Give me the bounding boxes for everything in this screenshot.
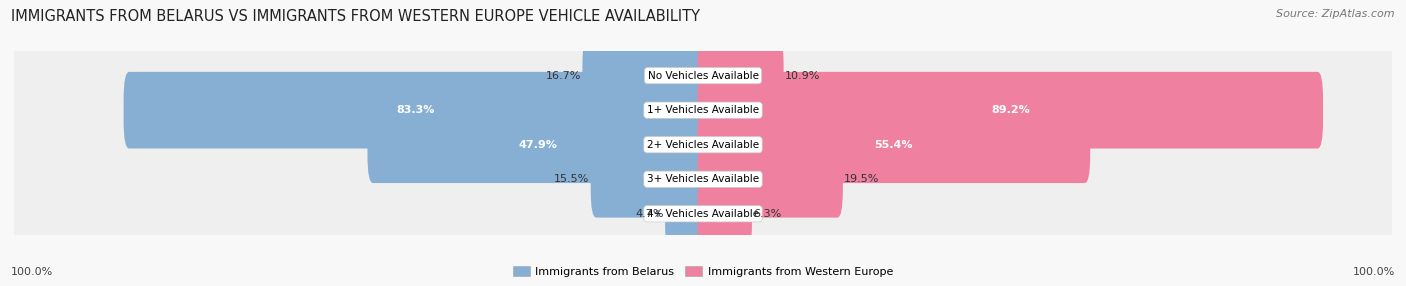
Text: 47.9%: 47.9% [519, 140, 557, 150]
FancyBboxPatch shape [697, 176, 752, 252]
Text: 6.3%: 6.3% [754, 209, 782, 219]
FancyBboxPatch shape [697, 106, 1090, 183]
Text: 16.7%: 16.7% [546, 71, 581, 81]
FancyBboxPatch shape [582, 37, 709, 114]
FancyBboxPatch shape [697, 72, 1323, 148]
Text: 1+ Vehicles Available: 1+ Vehicles Available [647, 105, 759, 115]
FancyBboxPatch shape [367, 106, 709, 183]
Text: 10.9%: 10.9% [785, 71, 820, 81]
Text: 15.5%: 15.5% [554, 174, 589, 184]
Text: Source: ZipAtlas.com: Source: ZipAtlas.com [1277, 9, 1395, 19]
Text: 100.0%: 100.0% [11, 267, 53, 277]
Text: 100.0%: 100.0% [1353, 267, 1395, 277]
FancyBboxPatch shape [591, 141, 709, 218]
FancyBboxPatch shape [697, 37, 783, 114]
Text: 55.4%: 55.4% [875, 140, 912, 150]
Text: 4.7%: 4.7% [636, 209, 664, 219]
Legend: Immigrants from Belarus, Immigrants from Western Europe: Immigrants from Belarus, Immigrants from… [510, 263, 896, 280]
Text: 19.5%: 19.5% [844, 174, 880, 184]
FancyBboxPatch shape [4, 45, 1402, 175]
Text: No Vehicles Available: No Vehicles Available [648, 71, 758, 81]
Text: 4+ Vehicles Available: 4+ Vehicles Available [647, 209, 759, 219]
Text: 2+ Vehicles Available: 2+ Vehicles Available [647, 140, 759, 150]
FancyBboxPatch shape [665, 176, 709, 252]
Text: 89.2%: 89.2% [991, 105, 1029, 115]
FancyBboxPatch shape [4, 11, 1402, 140]
Text: 3+ Vehicles Available: 3+ Vehicles Available [647, 174, 759, 184]
FancyBboxPatch shape [4, 80, 1402, 209]
Text: 83.3%: 83.3% [396, 105, 436, 115]
FancyBboxPatch shape [4, 149, 1402, 278]
Text: IMMIGRANTS FROM BELARUS VS IMMIGRANTS FROM WESTERN EUROPE VEHICLE AVAILABILITY: IMMIGRANTS FROM BELARUS VS IMMIGRANTS FR… [11, 9, 700, 23]
FancyBboxPatch shape [4, 115, 1402, 244]
FancyBboxPatch shape [697, 141, 842, 218]
FancyBboxPatch shape [124, 72, 709, 148]
